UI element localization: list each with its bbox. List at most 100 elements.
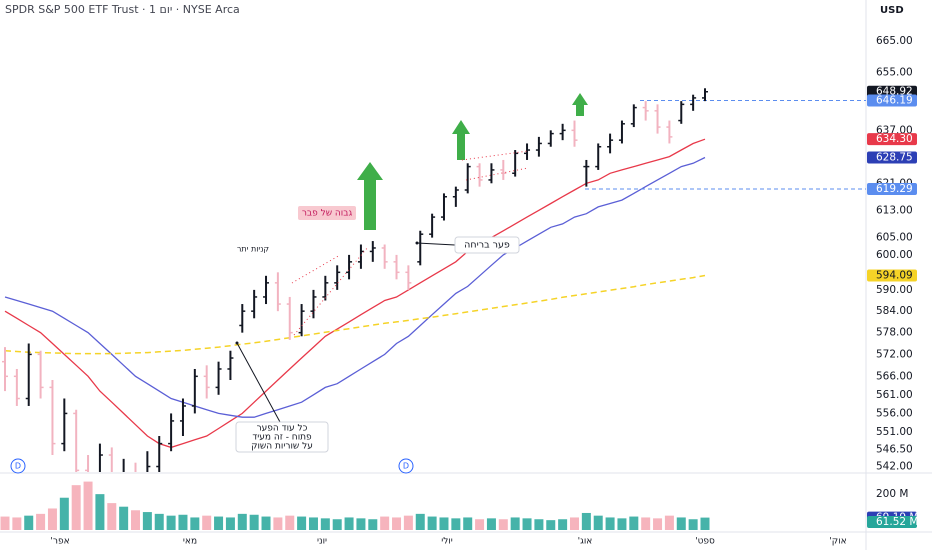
y-tick-label: 566.00 [876, 370, 913, 382]
volume-bar [285, 515, 295, 530]
volume-bar [427, 516, 437, 530]
x-tick-label: יוני [317, 537, 327, 547]
volume-bar [700, 517, 710, 530]
volume-bar [154, 513, 164, 530]
volume-bar [676, 517, 686, 530]
price-tag [867, 151, 917, 164]
currency: USD [880, 5, 904, 16]
price-tag [867, 133, 917, 146]
volume-bar [498, 519, 508, 530]
volume-bar [178, 514, 188, 530]
price-tag-label: 634.30 [876, 133, 913, 145]
volume-bar [558, 519, 568, 530]
price-tag [867, 94, 917, 107]
volume-bar [356, 518, 366, 530]
volume-bar [332, 519, 342, 530]
moving-average [4, 138, 706, 449]
volume-bar [273, 517, 283, 530]
volume-bar [297, 516, 307, 530]
volume-bar [605, 517, 615, 530]
annotation-text: גבוה של פבר [302, 209, 353, 219]
volume-bar [368, 519, 378, 530]
volume-bar [71, 485, 81, 530]
y-tick-label: 605.00 [876, 232, 913, 244]
up-arrow [357, 162, 383, 230]
volume-bar [593, 515, 603, 530]
price-tag-label: 594.09 [876, 270, 913, 282]
chart-title: SPDR S&P 500 ETF Trust · 1 יום · NYSE Ar… [5, 3, 240, 16]
y-tick-label: 561.00 [876, 389, 913, 401]
y-tick-label: 584.00 [876, 305, 913, 317]
x-tick-label: מאי [183, 537, 197, 547]
dividend-marker[interactable] [10, 458, 26, 474]
y-tick-label: 665.00 [876, 35, 913, 47]
volume-bar [463, 517, 473, 530]
volume-bar [380, 516, 390, 530]
volume-bar [214, 516, 224, 530]
volume-bar [47, 508, 57, 530]
volume-bar [261, 516, 271, 530]
annotations: כל עוד הפער פתוח - זה מעיד על שוריות השו… [10, 93, 588, 474]
moving-average [4, 156, 706, 418]
volume-bar [546, 520, 556, 530]
volume-bar [202, 515, 212, 530]
leader-line [236, 342, 281, 423]
volume-bar [24, 515, 34, 530]
y-tick-label: 546.50 [876, 443, 913, 455]
y-tick-label: 590.00 [876, 284, 913, 296]
volume-bar [688, 519, 698, 530]
volume-tag [867, 515, 917, 528]
volume-bar [131, 510, 141, 530]
price-tag [867, 269, 917, 282]
volume-bar [0, 516, 10, 530]
volume-bar [439, 517, 449, 530]
volume-bar [641, 517, 651, 530]
volume-bar [83, 481, 93, 530]
volume-bar [664, 515, 674, 530]
volume-bar [59, 497, 69, 530]
leader-line [416, 242, 456, 246]
x-tick-label: אוג' [578, 537, 593, 547]
volume-bar [107, 503, 117, 530]
annotation-text: על שוריות השוק [251, 442, 313, 452]
volume-bar [142, 512, 152, 530]
volume-bar [629, 516, 639, 530]
volume-bar [415, 513, 425, 530]
price-tag-label: 646.19 [876, 95, 913, 107]
x-tick-label: אפר' [50, 537, 69, 547]
leader-dot [415, 241, 419, 245]
volume-bar [190, 517, 200, 530]
volume-bar [617, 518, 627, 530]
volume-bar [249, 514, 259, 530]
annotation-box [454, 236, 520, 254]
x-tick-label: ספט' [695, 537, 715, 547]
annotation-text: פער בריחה [464, 240, 510, 251]
dividend-label[interactable]: D [15, 462, 21, 471]
volume-bar [119, 506, 129, 530]
volume-bar [475, 519, 485, 530]
y-tick-label: 578.00 [876, 327, 913, 339]
volume-bar [36, 513, 46, 530]
volume-bar [237, 513, 247, 530]
annotation-box [298, 206, 356, 220]
x-tick-label: אוק' [829, 537, 846, 547]
volume-bar [12, 517, 22, 530]
up-arrow [572, 93, 588, 116]
volume-bar [403, 515, 413, 530]
price-tag-label: 628.75 [876, 151, 913, 163]
volume-bar [451, 518, 461, 530]
y-tick-label: 600.00 [876, 249, 913, 261]
annotation-text: קניות יתר [237, 245, 270, 254]
volume-bar [534, 519, 544, 530]
dividend-label[interactable]: D [403, 462, 409, 471]
volume-tag-label: 61.52 M [876, 516, 918, 528]
volume-bar [308, 517, 318, 530]
price-tag [867, 183, 917, 196]
dividend-marker[interactable] [398, 458, 414, 474]
volume-bar [95, 494, 105, 530]
moving-average [4, 274, 706, 355]
volume-bar [392, 517, 402, 530]
plot-area [2, 88, 866, 472]
annotation-text: כל עוד הפער [257, 424, 308, 434]
